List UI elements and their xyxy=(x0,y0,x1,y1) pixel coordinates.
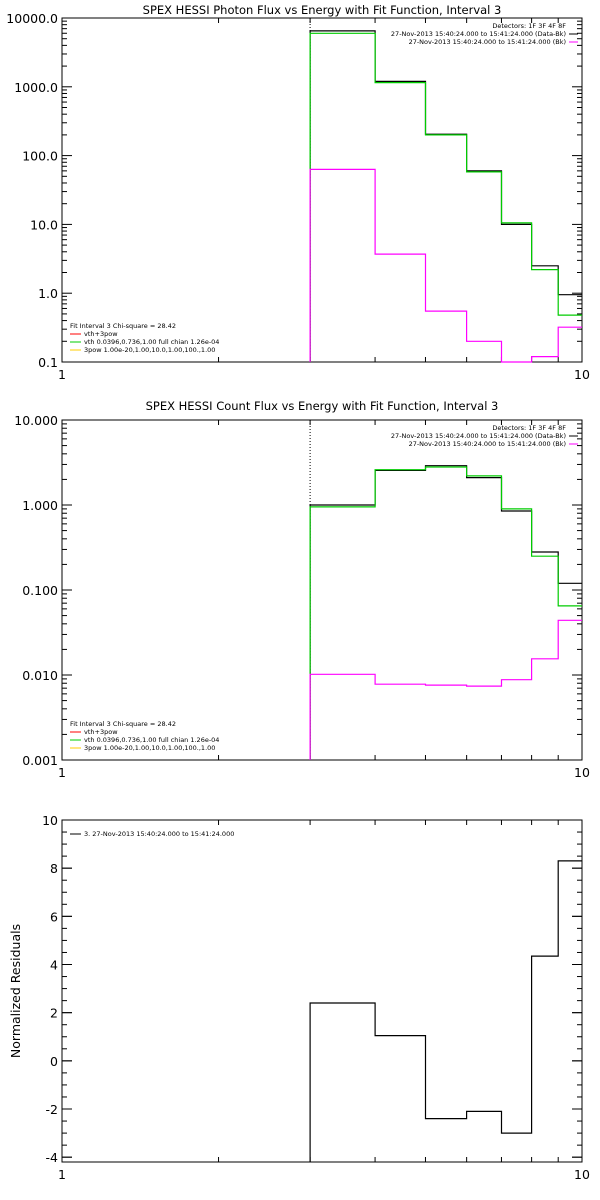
legend-entry: Fit Interval 3 Chi-square = 28.42 xyxy=(70,720,176,728)
y-tick-label: 10000.0 xyxy=(6,11,58,26)
chart-2: SPEX HESSI Count Flux vs Energy with Fit… xyxy=(14,399,590,780)
legend-entry: 3. 27-Nov-2013 15:40:24.000 to 15:41:24.… xyxy=(84,830,234,838)
y-tick-label: 4 xyxy=(50,958,58,973)
x-tick-label: 1 xyxy=(58,367,66,382)
y-tick-label: 10.0 xyxy=(30,217,58,232)
legend-entry: Detectors: 1F 3F 4F 8F xyxy=(492,424,566,432)
y-tick-label: 0.010 xyxy=(22,668,58,683)
x-tick-label: 10 xyxy=(574,765,590,780)
y-tick-label: 100.0 xyxy=(22,149,58,164)
y-tick-label: 1000.0 xyxy=(14,80,58,95)
legend-entry: 3pow 1.00e-20,1.00,10.0,1.00,100.,1.00 xyxy=(84,744,215,752)
chart-title: SPEX HESSI Count Flux vs Energy with Fit… xyxy=(146,399,499,413)
legend-entry: Fit Interval 3 Chi-square = 28.42 xyxy=(70,322,176,330)
series-line-3 xyxy=(309,619,582,760)
legend-entry: 27-Nov-2013 15:40:24.000 to 15:41:24.000… xyxy=(409,38,566,46)
legend-entry: 3pow 1.00e-20,1.00,10.0,1.00,100.,1.00 xyxy=(84,346,215,354)
y-tick-label: 1.0 xyxy=(38,286,58,301)
legend-entry: vth 0.0396,0.736,1.00 full chian 1.26e-0… xyxy=(84,338,219,346)
x-tick-label: 10 xyxy=(574,367,590,382)
plot-frame xyxy=(61,17,583,363)
legend-entry: 27-Nov-2013 15:40:24.000 to 15:41:24.000… xyxy=(391,432,566,440)
series-line-2 xyxy=(309,32,582,362)
legend-entry: vth+3pow xyxy=(84,330,118,338)
y-tick-label: 2 xyxy=(50,1006,58,1021)
y-tick-label: 8 xyxy=(50,861,58,876)
plot-frame xyxy=(61,419,583,761)
y-tick-label: 0.001 xyxy=(22,753,58,768)
y-tick-label: 0.1 xyxy=(38,355,58,370)
x-tick-label: 10 xyxy=(574,1167,590,1182)
x-tick-label: 1 xyxy=(58,765,66,780)
y-tick-label: 0 xyxy=(50,1054,58,1069)
x-tick-label: 1 xyxy=(58,1167,66,1182)
y-tick-label: 10.000 xyxy=(14,413,58,428)
y-axis-label: Normalized Residuals xyxy=(8,924,23,1058)
series-line-2 xyxy=(309,466,582,760)
series-line-1 xyxy=(309,465,582,760)
chart-3: 1 10 -4 -2 0 2 4 6 8 10 Normalized Residuals 3. 27-… xyxy=(8,813,590,1182)
series-line-3 xyxy=(309,168,582,363)
y-tick-label: 1.000 xyxy=(22,498,58,513)
series-line-1 xyxy=(309,860,582,1162)
series-line-1 xyxy=(309,30,582,362)
legend-entry: 27-Nov-2013 15:40:24.000 to 15:41:24.000… xyxy=(409,440,566,448)
legend-entry: 27-Nov-2013 15:40:24.000 to 15:41:24.000… xyxy=(391,30,566,38)
legend-entry: vth+3pow xyxy=(84,728,118,736)
y-tick-label: -2 xyxy=(46,1102,58,1117)
chart-1: SPEX HESSI Photon Flux vs Energy with Fi… xyxy=(6,3,590,382)
y-tick-label: 10 xyxy=(42,813,58,828)
y-tick-label: 6 xyxy=(50,909,58,924)
chart-title: SPEX HESSI Photon Flux vs Energy with Fi… xyxy=(143,3,502,17)
legend-entry: Detectors: 1F 3F 4F 8F xyxy=(492,22,566,30)
legend-entry: vth 0.0396,0.736,1.00 full chian 1.26e-0… xyxy=(84,736,219,744)
plot-frame xyxy=(61,819,583,1163)
y-tick-label: -4 xyxy=(46,1150,59,1165)
y-tick-label: 0.100 xyxy=(22,583,58,598)
